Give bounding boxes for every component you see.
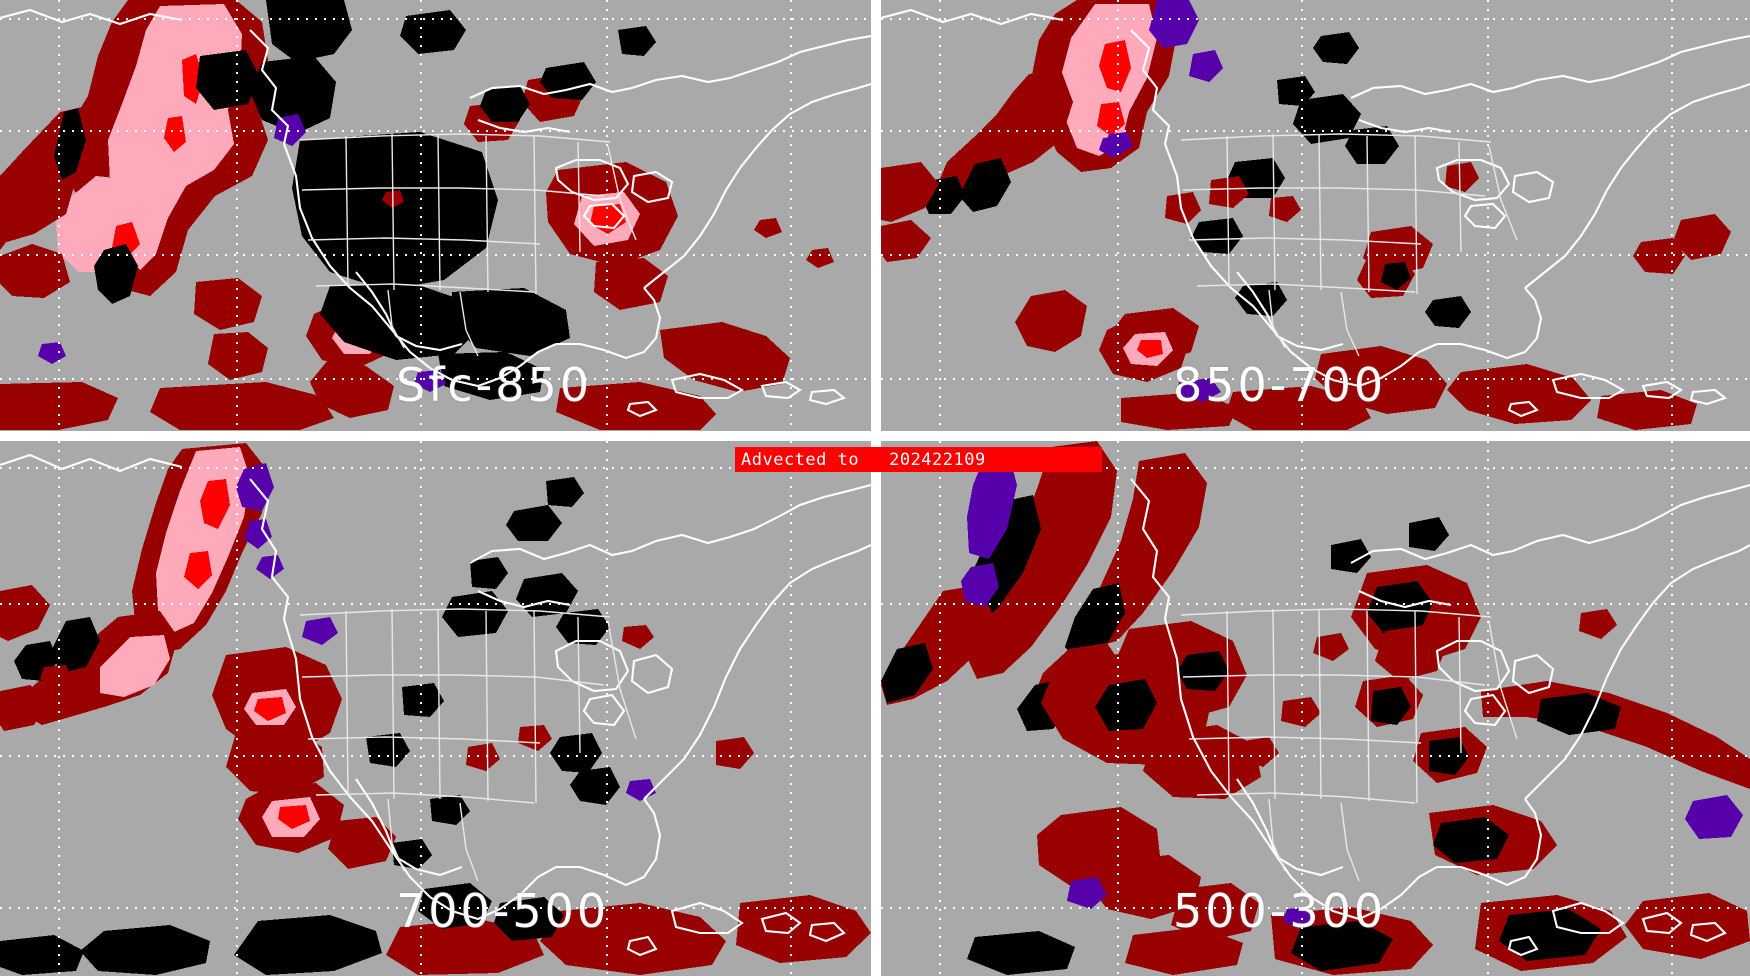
panel-label-500-300: 500-300 (1173, 884, 1387, 938)
panel-500-300[interactable]: 500-300 (881, 441, 1750, 976)
panel-divider-horizontal (0, 431, 1750, 441)
panel-divider-vertical (871, 0, 881, 976)
advected-to-label: Advected to (741, 449, 860, 470)
panel-label-sfc-850: Sfc-850 (396, 358, 593, 412)
panel-label-700-500: 700-500 (396, 884, 610, 938)
panel-850-700[interactable]: 850-700 (881, 0, 1750, 431)
advected-to-banner: Advected to 202422109 (735, 447, 1102, 472)
advected-to-timestamp: 202422109 (889, 449, 986, 470)
panel-label-850-700: 850-700 (1173, 358, 1387, 412)
panel-700-500[interactable]: 700-500 (0, 441, 871, 976)
panel-sfc-850[interactable]: Sfc-850 (0, 0, 871, 431)
